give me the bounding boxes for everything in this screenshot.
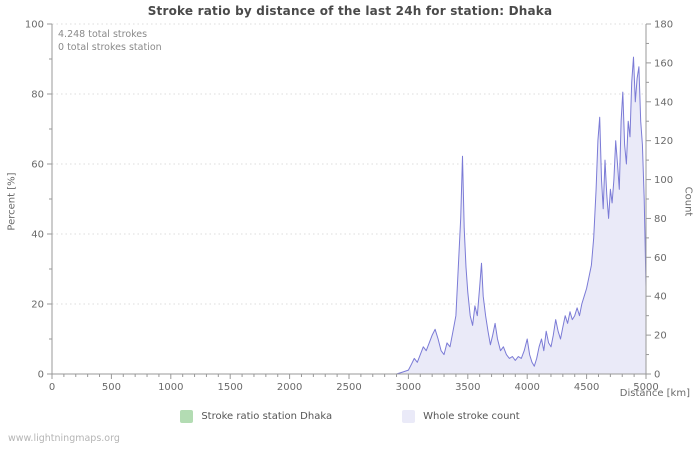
y-left-tick-label: 20 bbox=[31, 300, 44, 311]
y-right-tick-label: 140 bbox=[654, 97, 673, 108]
x-tick-label: 4000 bbox=[514, 382, 539, 393]
x-tick-label: 4500 bbox=[574, 382, 599, 393]
y-axis-label-left: Percent [%] bbox=[6, 172, 18, 231]
x-tick-label: 0 bbox=[49, 382, 55, 393]
y-right-tick-label: 180 bbox=[654, 20, 673, 31]
legend-swatch-count bbox=[402, 410, 416, 423]
annotation-total-strokes: 4.248 total strokes bbox=[58, 29, 148, 40]
legend-swatch-ratio bbox=[180, 410, 194, 423]
legend-label-count: Whole stroke count bbox=[423, 411, 520, 422]
x-tick-label: 500 bbox=[102, 382, 121, 393]
x-tick-label: 2500 bbox=[336, 382, 361, 393]
y-right-tick-label: 20 bbox=[654, 331, 667, 342]
x-tick-label: 2000 bbox=[277, 382, 302, 393]
watermark: www.lightningmaps.org bbox=[8, 433, 120, 444]
x-tick-label: 1500 bbox=[217, 382, 242, 393]
y-right-tick-label: 40 bbox=[654, 292, 667, 303]
x-tick-label: 1000 bbox=[158, 382, 183, 393]
y-right-tick-label: 80 bbox=[654, 214, 667, 225]
count-line bbox=[52, 56, 647, 375]
legend-item-ratio: Stroke ratio station Dhaka bbox=[180, 410, 332, 423]
y-right-tick-label: 100 bbox=[654, 175, 673, 186]
annotation-total-strokes-station: 0 total strokes station bbox=[58, 42, 162, 53]
y-right-tick-label: 120 bbox=[654, 136, 673, 147]
chart-annotations: 4.248 total strokes 0 total strokes stat… bbox=[58, 28, 162, 54]
y-left-tick-label: 60 bbox=[31, 160, 44, 171]
y-axis-label-right: Count bbox=[682, 186, 694, 217]
y-left-tick-label: 40 bbox=[31, 230, 44, 241]
y-right-tick-label: 0 bbox=[654, 370, 660, 381]
x-tick-label: 3500 bbox=[455, 382, 480, 393]
count-area bbox=[52, 57, 646, 374]
y-left-tick-label: 80 bbox=[31, 90, 44, 101]
chart-legend: Stroke ratio station Dhaka Whole stroke … bbox=[0, 410, 700, 423]
y-left-tick-label: 100 bbox=[25, 20, 44, 31]
y-left-tick-label: 0 bbox=[38, 370, 44, 381]
x-tick-label: 5000 bbox=[633, 382, 658, 393]
chart-title: Stroke ratio by distance of the last 24h… bbox=[147, 4, 553, 18]
x-tick-label: 3000 bbox=[396, 382, 421, 393]
x-axis-label: Distance [km] bbox=[619, 388, 690, 399]
legend-item-count: Whole stroke count bbox=[402, 410, 520, 423]
y-right-tick-label: 160 bbox=[654, 58, 673, 69]
y-right-tick-label: 60 bbox=[654, 253, 667, 264]
legend-label-ratio: Stroke ratio station Dhaka bbox=[201, 411, 333, 422]
